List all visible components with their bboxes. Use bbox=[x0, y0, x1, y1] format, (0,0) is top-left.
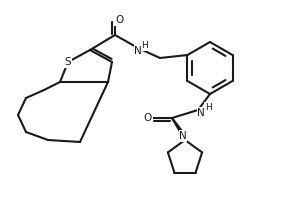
Text: H: H bbox=[205, 102, 212, 112]
Text: N: N bbox=[179, 131, 187, 141]
Text: N: N bbox=[197, 108, 205, 118]
Text: N: N bbox=[134, 46, 142, 56]
Text: O: O bbox=[144, 113, 152, 123]
Text: S: S bbox=[65, 57, 71, 67]
Text: H: H bbox=[142, 42, 148, 50]
Text: O: O bbox=[115, 15, 123, 25]
